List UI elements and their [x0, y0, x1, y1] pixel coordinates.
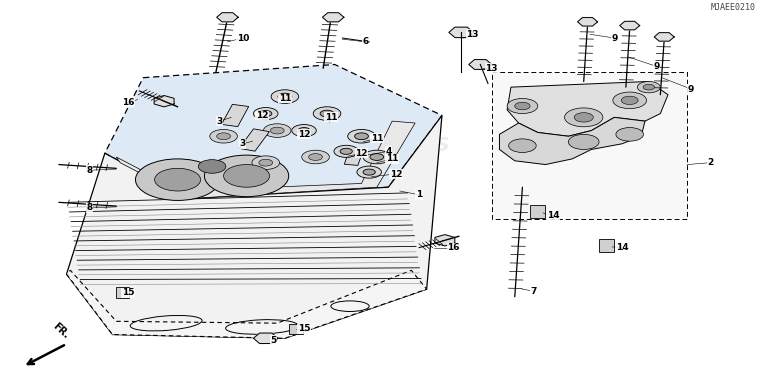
Polygon shape [322, 13, 344, 22]
Polygon shape [105, 64, 442, 199]
Bar [491, 72, 687, 219]
Polygon shape [507, 82, 668, 136]
Circle shape [340, 148, 352, 154]
Text: 11: 11 [278, 94, 291, 103]
Circle shape [155, 168, 201, 191]
Text: 3: 3 [240, 139, 246, 148]
Circle shape [355, 133, 368, 140]
Circle shape [252, 156, 279, 169]
Text: 12: 12 [298, 130, 311, 139]
Circle shape [357, 166, 381, 178]
Polygon shape [154, 95, 174, 107]
Circle shape [507, 99, 538, 114]
Text: 10: 10 [237, 33, 249, 43]
Text: 6: 6 [362, 37, 368, 46]
Polygon shape [221, 104, 248, 127]
Text: 14: 14 [547, 211, 559, 220]
Circle shape [217, 133, 231, 140]
Polygon shape [115, 287, 129, 298]
Text: 12: 12 [355, 149, 368, 158]
Circle shape [613, 92, 647, 109]
Text: 15: 15 [122, 288, 134, 298]
Polygon shape [66, 116, 442, 338]
Circle shape [198, 160, 226, 173]
Text: GEN: GEN [324, 168, 414, 206]
Circle shape [264, 124, 291, 137]
Circle shape [278, 93, 291, 100]
Circle shape [508, 139, 536, 152]
Text: 3: 3 [217, 117, 223, 126]
Polygon shape [620, 21, 640, 30]
Circle shape [564, 108, 603, 127]
Text: 14: 14 [616, 243, 628, 252]
Polygon shape [254, 333, 278, 343]
Circle shape [298, 127, 310, 134]
Polygon shape [345, 149, 364, 166]
Text: 11: 11 [371, 134, 383, 142]
Circle shape [616, 127, 644, 141]
Text: 9: 9 [611, 33, 618, 43]
Text: 15: 15 [298, 324, 311, 333]
Text: 8: 8 [86, 204, 92, 213]
Polygon shape [116, 121, 415, 199]
Polygon shape [217, 13, 238, 22]
Polygon shape [239, 129, 269, 151]
Text: FR.: FR. [51, 321, 72, 340]
Circle shape [271, 90, 298, 104]
Circle shape [370, 154, 384, 161]
Polygon shape [530, 205, 545, 218]
Text: 12: 12 [255, 111, 268, 120]
Text: 8: 8 [86, 166, 92, 175]
Circle shape [568, 134, 599, 149]
Text: 16: 16 [448, 243, 460, 252]
Circle shape [271, 127, 284, 134]
Text: 5: 5 [270, 336, 277, 345]
Text: 12: 12 [390, 169, 402, 179]
Circle shape [643, 84, 654, 90]
Text: 13: 13 [485, 64, 498, 73]
Circle shape [260, 110, 272, 117]
Circle shape [313, 107, 341, 121]
Circle shape [363, 150, 391, 164]
Circle shape [334, 145, 358, 157]
Circle shape [205, 155, 288, 197]
Circle shape [348, 129, 375, 143]
Circle shape [254, 107, 278, 120]
Polygon shape [289, 323, 303, 334]
Circle shape [301, 150, 329, 164]
Circle shape [224, 164, 270, 187]
Circle shape [308, 154, 322, 161]
Text: 11: 11 [325, 113, 337, 122]
Polygon shape [449, 27, 474, 38]
Polygon shape [435, 234, 454, 246]
Text: 9: 9 [654, 62, 660, 71]
Text: 16: 16 [122, 98, 134, 107]
Circle shape [291, 124, 316, 137]
Text: 4: 4 [385, 147, 391, 156]
Text: 2: 2 [707, 158, 714, 167]
Circle shape [638, 82, 661, 93]
Circle shape [320, 110, 334, 117]
Text: 1: 1 [416, 190, 422, 199]
Circle shape [259, 159, 273, 166]
Text: 11: 11 [386, 154, 398, 163]
Polygon shape [599, 239, 614, 253]
Circle shape [621, 96, 638, 104]
Text: 7: 7 [531, 286, 537, 296]
Text: ORPARTS: ORPARTS [350, 136, 450, 155]
Text: 13: 13 [466, 30, 479, 39]
Circle shape [210, 129, 238, 143]
Circle shape [514, 102, 530, 110]
Polygon shape [499, 117, 645, 164]
Polygon shape [66, 270, 427, 338]
Polygon shape [654, 33, 674, 41]
Text: 9: 9 [687, 85, 694, 94]
Polygon shape [578, 18, 598, 26]
Circle shape [363, 169, 375, 175]
Circle shape [135, 159, 220, 201]
Circle shape [574, 113, 594, 122]
Text: MJAEE0210: MJAEE0210 [711, 3, 756, 12]
Polygon shape [469, 60, 491, 69]
